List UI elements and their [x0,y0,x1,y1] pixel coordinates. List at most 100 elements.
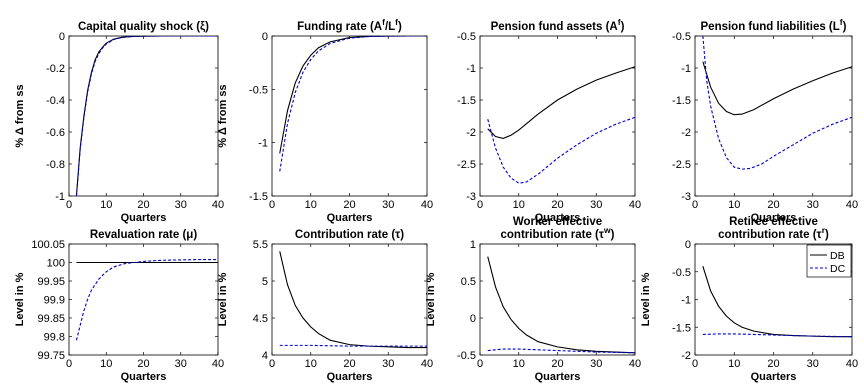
x-tick-label: 30 [807,199,819,211]
chart-title: Retiree effective [729,216,818,228]
x-tick-label: 40 [846,199,858,211]
x-tick-label: 10 [513,199,525,211]
series-group [702,36,852,170]
series-group [487,66,635,184]
y-tick-label: -2.5 [457,159,476,171]
series-line-db [702,266,852,338]
x-tick-label: 0 [66,199,72,211]
x-tick-label: 20 [767,358,779,370]
y-tick-label: -0.5 [672,31,691,43]
series-group [279,251,427,349]
chart-title: Contribution rate (τ) [295,229,404,241]
x-tick-label: 40 [212,358,224,370]
y-tick-label: -2.5 [672,159,691,171]
chart-title: Pension fund assets (Af) [491,17,625,33]
y-tick-label: 0.5 [461,276,476,288]
y-tick-label: -0.5 [457,31,476,43]
x-tick-label: 0 [269,199,275,211]
x-tick-label: 0 [477,358,483,370]
y-tick-label: -0.5 [672,267,691,279]
chart-panel-4: 0 10 20 30 40 -3 -2.5 -2 -1.5 -1 -0.5 Pension fund … [672,17,858,224]
chart-title: contribution rate (τr) [718,225,829,241]
series-group [487,256,635,354]
y-tick-label: -2 [681,127,691,139]
chart-title: Revaluation rate (μ) [90,229,198,241]
y-tick-label: -1 [258,138,268,150]
x-tick-label: 40 [629,199,641,211]
y-tick-label: 99.95 [37,276,65,288]
series-line-dc [702,333,852,338]
y-tick-label: 4 [262,350,268,362]
x-tick-label: 30 [175,199,187,211]
x-axis-label: Quarters [327,212,373,224]
chart-panel-3: 0 10 20 30 40 -3 -2.5 -2 -1.5 -1 -0.5 Pension fund … [457,17,641,224]
y-tick-label: -0.6 [46,127,65,139]
x-tick-label: 10 [305,358,317,370]
plot-frame [694,35,853,197]
legend-label-db: DB [830,250,845,262]
y-tick-label: -1 [681,295,691,307]
y-axis-label: % Δ from ss [14,84,26,147]
plot-frame [479,243,636,356]
plot-frame [271,35,428,197]
y-tick-label: -0.4 [46,95,65,107]
y-tick-label: -0.2 [46,63,65,75]
series-line-db [279,251,427,349]
series-group [75,258,218,341]
chart-title: Funding rate (Af/Lf) [297,17,402,33]
x-tick-label: 10 [728,199,740,211]
x-tick-label: 10 [305,199,317,211]
y-tick-label: -1.5 [672,95,691,107]
y-tick-label: -2 [466,127,476,139]
chart-panel-1: 0 10 20 30 40 -1 -0.8 -0.6 -0.4 -0.2 0 Capital qual… [14,21,224,224]
x-tick-label: 10 [513,358,525,370]
x-axis-label: Quarters [751,212,797,224]
y-tick-label: 0 [262,31,268,43]
series-line-dc [75,36,218,196]
y-axis-label: % Δ from ss [217,84,229,147]
x-tick-label: 20 [137,199,149,211]
x-tick-label: 40 [212,199,224,211]
x-axis-label: Quarters [751,371,797,383]
x-tick-label: 10 [100,358,112,370]
y-tick-label: -1 [466,63,476,75]
y-tick-label: 1 [470,239,476,251]
legend-label-dc: DC [830,263,846,275]
x-tick-label: 20 [551,358,563,370]
y-tick-label: -2 [681,350,691,362]
x-tick-label: 30 [590,358,602,370]
y-tick-label: 4.5 [253,313,268,325]
chart-panel-2: 0 10 20 30 40 -1.5 -1 -0.5 0 Funding rate (Af/Lf)… [217,17,433,224]
y-tick-label: 100 [47,258,65,270]
y-tick-label: 0 [59,31,65,43]
x-tick-label: 20 [343,358,355,370]
y-tick-label: 99.9 [44,295,65,307]
x-tick-label: 40 [629,358,641,370]
y-tick-label: 100.05 [31,239,65,251]
x-tick-label: 30 [590,199,602,211]
plot-frame [68,35,219,197]
series-line-dc [279,36,427,172]
series-line-db [279,36,427,154]
x-tick-label: 30 [175,358,187,370]
chart-title: Pension fund liabilities (Lf) [701,17,847,33]
series-line-db [702,61,852,116]
x-tick-label: 30 [382,199,394,211]
y-tick-label: -0.5 [457,350,476,362]
y-tick-label: 0 [685,239,691,251]
series-line-dc [487,116,635,184]
y-tick-label: -0.8 [46,159,65,171]
x-tick-label: 0 [269,358,275,370]
x-tick-label: 10 [100,199,112,211]
y-axis-label: Level in % [640,272,652,326]
y-axis-label: Level in % [425,272,437,326]
series-group [75,36,218,196]
y-tick-label: -1 [55,191,65,203]
legend-box [806,244,852,278]
x-tick-label: 0 [477,199,483,211]
x-tick-label: 40 [421,199,433,211]
x-tick-label: 0 [692,358,698,370]
